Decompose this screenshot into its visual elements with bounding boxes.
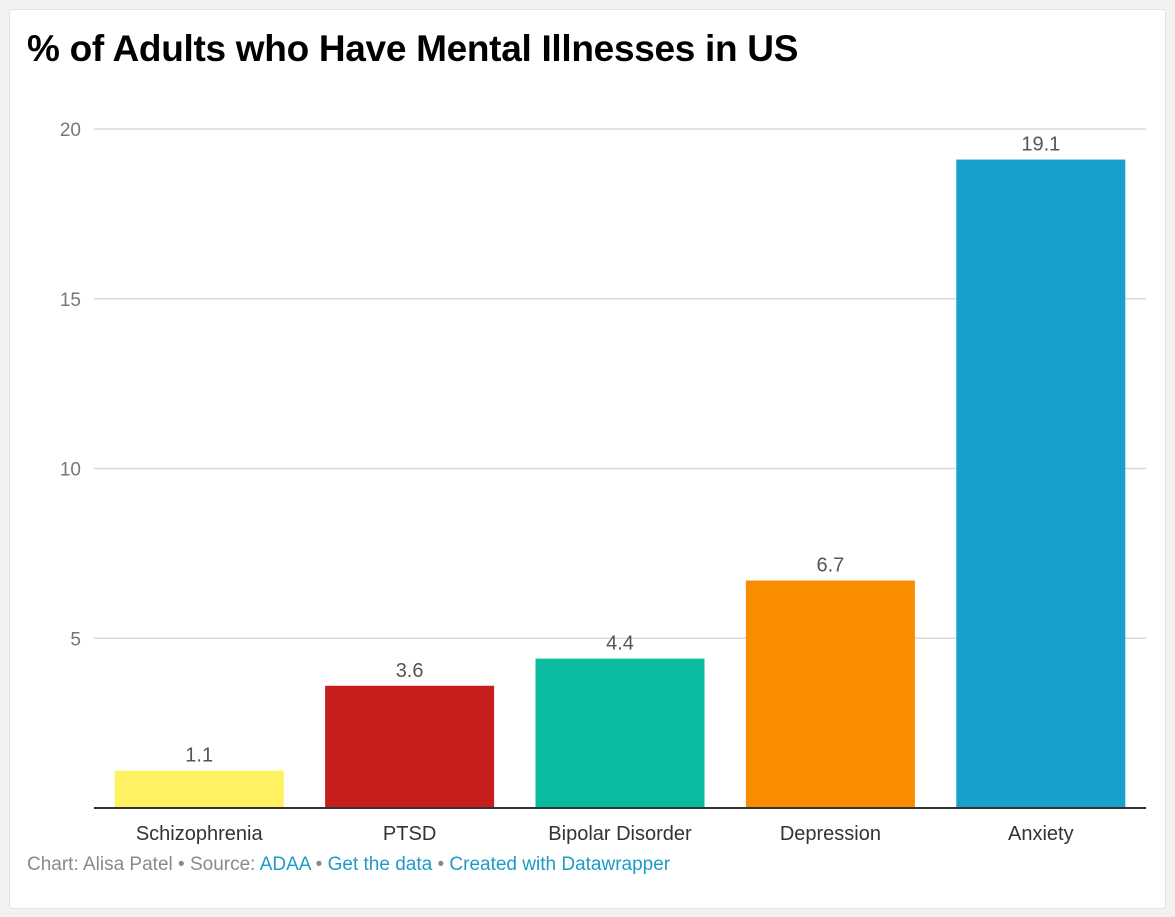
x-tick-label: Bipolar Disorder (548, 823, 692, 845)
chart-footer: Chart: Alisa Patel • Source: ADAA • Get … (27, 854, 670, 876)
footer-separator: • (315, 854, 323, 875)
data-label: 3.6 (396, 660, 424, 682)
x-tick-label: Depression (780, 823, 881, 845)
footer-credit: Chart: Alisa Patel (27, 854, 173, 875)
bar (956, 159, 1126, 808)
y-tick-label: 10 (60, 460, 81, 481)
chart-card: % of Adults who Have Mental Illnesses in… (9, 9, 1166, 909)
data-label: 6.7 (816, 555, 844, 577)
bar (745, 580, 915, 808)
x-tick-label: Anxiety (1008, 823, 1074, 845)
y-tick-label: 15 (60, 290, 81, 311)
bar-chart: 5 10 15 20 1.1 Schizophrenia 3.6 PTSD 4.4 Bipolar… (60, 120, 1146, 845)
y-tick-label: 5 (70, 629, 81, 650)
bar (325, 685, 495, 808)
bar (114, 770, 284, 808)
data-label: 4.4 (606, 633, 634, 655)
data-label: 19.1 (1021, 134, 1060, 156)
footer-separator: • (437, 854, 445, 875)
get-data-link[interactable]: Get the data (327, 854, 433, 875)
footer-source-prefix: Source: (189, 854, 256, 875)
chart-title: % of Adults who Have Mental Illnesses in… (27, 28, 799, 69)
x-tick-label: PTSD (383, 823, 436, 845)
footer-separator: • (178, 854, 185, 875)
datawrapper-link[interactable]: Created with Datawrapper (449, 854, 671, 875)
x-tick-label: Schizophrenia (136, 823, 264, 845)
source-link[interactable]: ADAA (259, 854, 311, 875)
data-label: 1.1 (185, 745, 213, 767)
bar (535, 658, 705, 808)
y-tick-label: 20 (60, 120, 81, 141)
